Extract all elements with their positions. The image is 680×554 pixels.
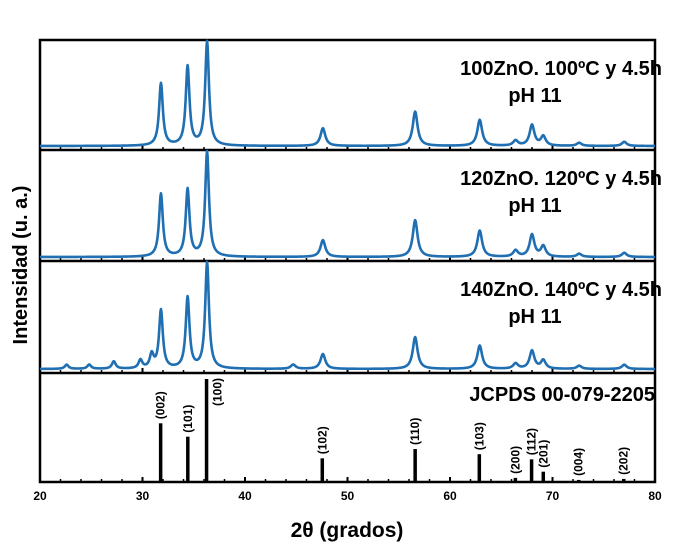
hkl-label: (102) [315,426,329,454]
hkl-label: (200) [508,446,522,474]
x-tick-label: 20 [33,489,47,503]
reference-title: JCPDS 00-079-2205 [469,384,655,406]
hkl-label: (202) [617,447,631,475]
diffraction-series-line [39,39,656,148]
hkl-label: (103) [472,422,486,450]
hkl-label: (101) [181,405,195,433]
x-tick-label: 60 [443,489,457,503]
diffraction-series-line [39,149,656,259]
hkl-label: (112) [525,428,539,455]
panel-title-line1: 100ZnO. 100ºC y 4.5h [460,58,662,80]
y-axis-label: Intensidad (u. a.) [10,186,32,345]
hkl-label: (201) [536,440,550,468]
reference-panel: JCPDS 00-079-2205 (002) (101) (100) (102) (11… [154,378,655,482]
plot-frame [38,38,657,484]
x-tick-label: 30 [136,489,150,503]
panel-title-line1: 140ZnO. 140ºC y 4.5h [460,279,662,301]
hkl-label: (100) [211,378,225,406]
hkl-label: (110) [408,418,422,445]
x-tick-label: 80 [648,489,662,503]
panel-1: 100ZnO. 100ºC y 4.5h pH 11 [39,39,662,148]
panel-3: 140ZnO. 140ºC y 4.5h pH 11 [39,260,662,371]
panel-2: 120ZnO. 120ºC y 4.5h pH 11 [39,149,662,259]
panel-title-line2: pH 11 [508,306,561,328]
hkl-label: (002) [154,391,168,419]
x-axis-label: 2θ (grados) [291,519,404,542]
x-tick-label: 70 [546,489,560,503]
hkl-label: (004) [572,448,586,476]
panel-title-line2: pH 11 [508,195,561,217]
panel-title-line1: 120ZnO. 120ºC y 4.5h [460,168,662,190]
x-tick-label: 50 [341,489,355,503]
x-tick-label: 40 [238,489,252,503]
diffraction-series-line [39,260,656,371]
x-axis: 20 30 40 50 60 70 80 [33,489,662,503]
panel-title-line2: pH 11 [508,85,561,107]
